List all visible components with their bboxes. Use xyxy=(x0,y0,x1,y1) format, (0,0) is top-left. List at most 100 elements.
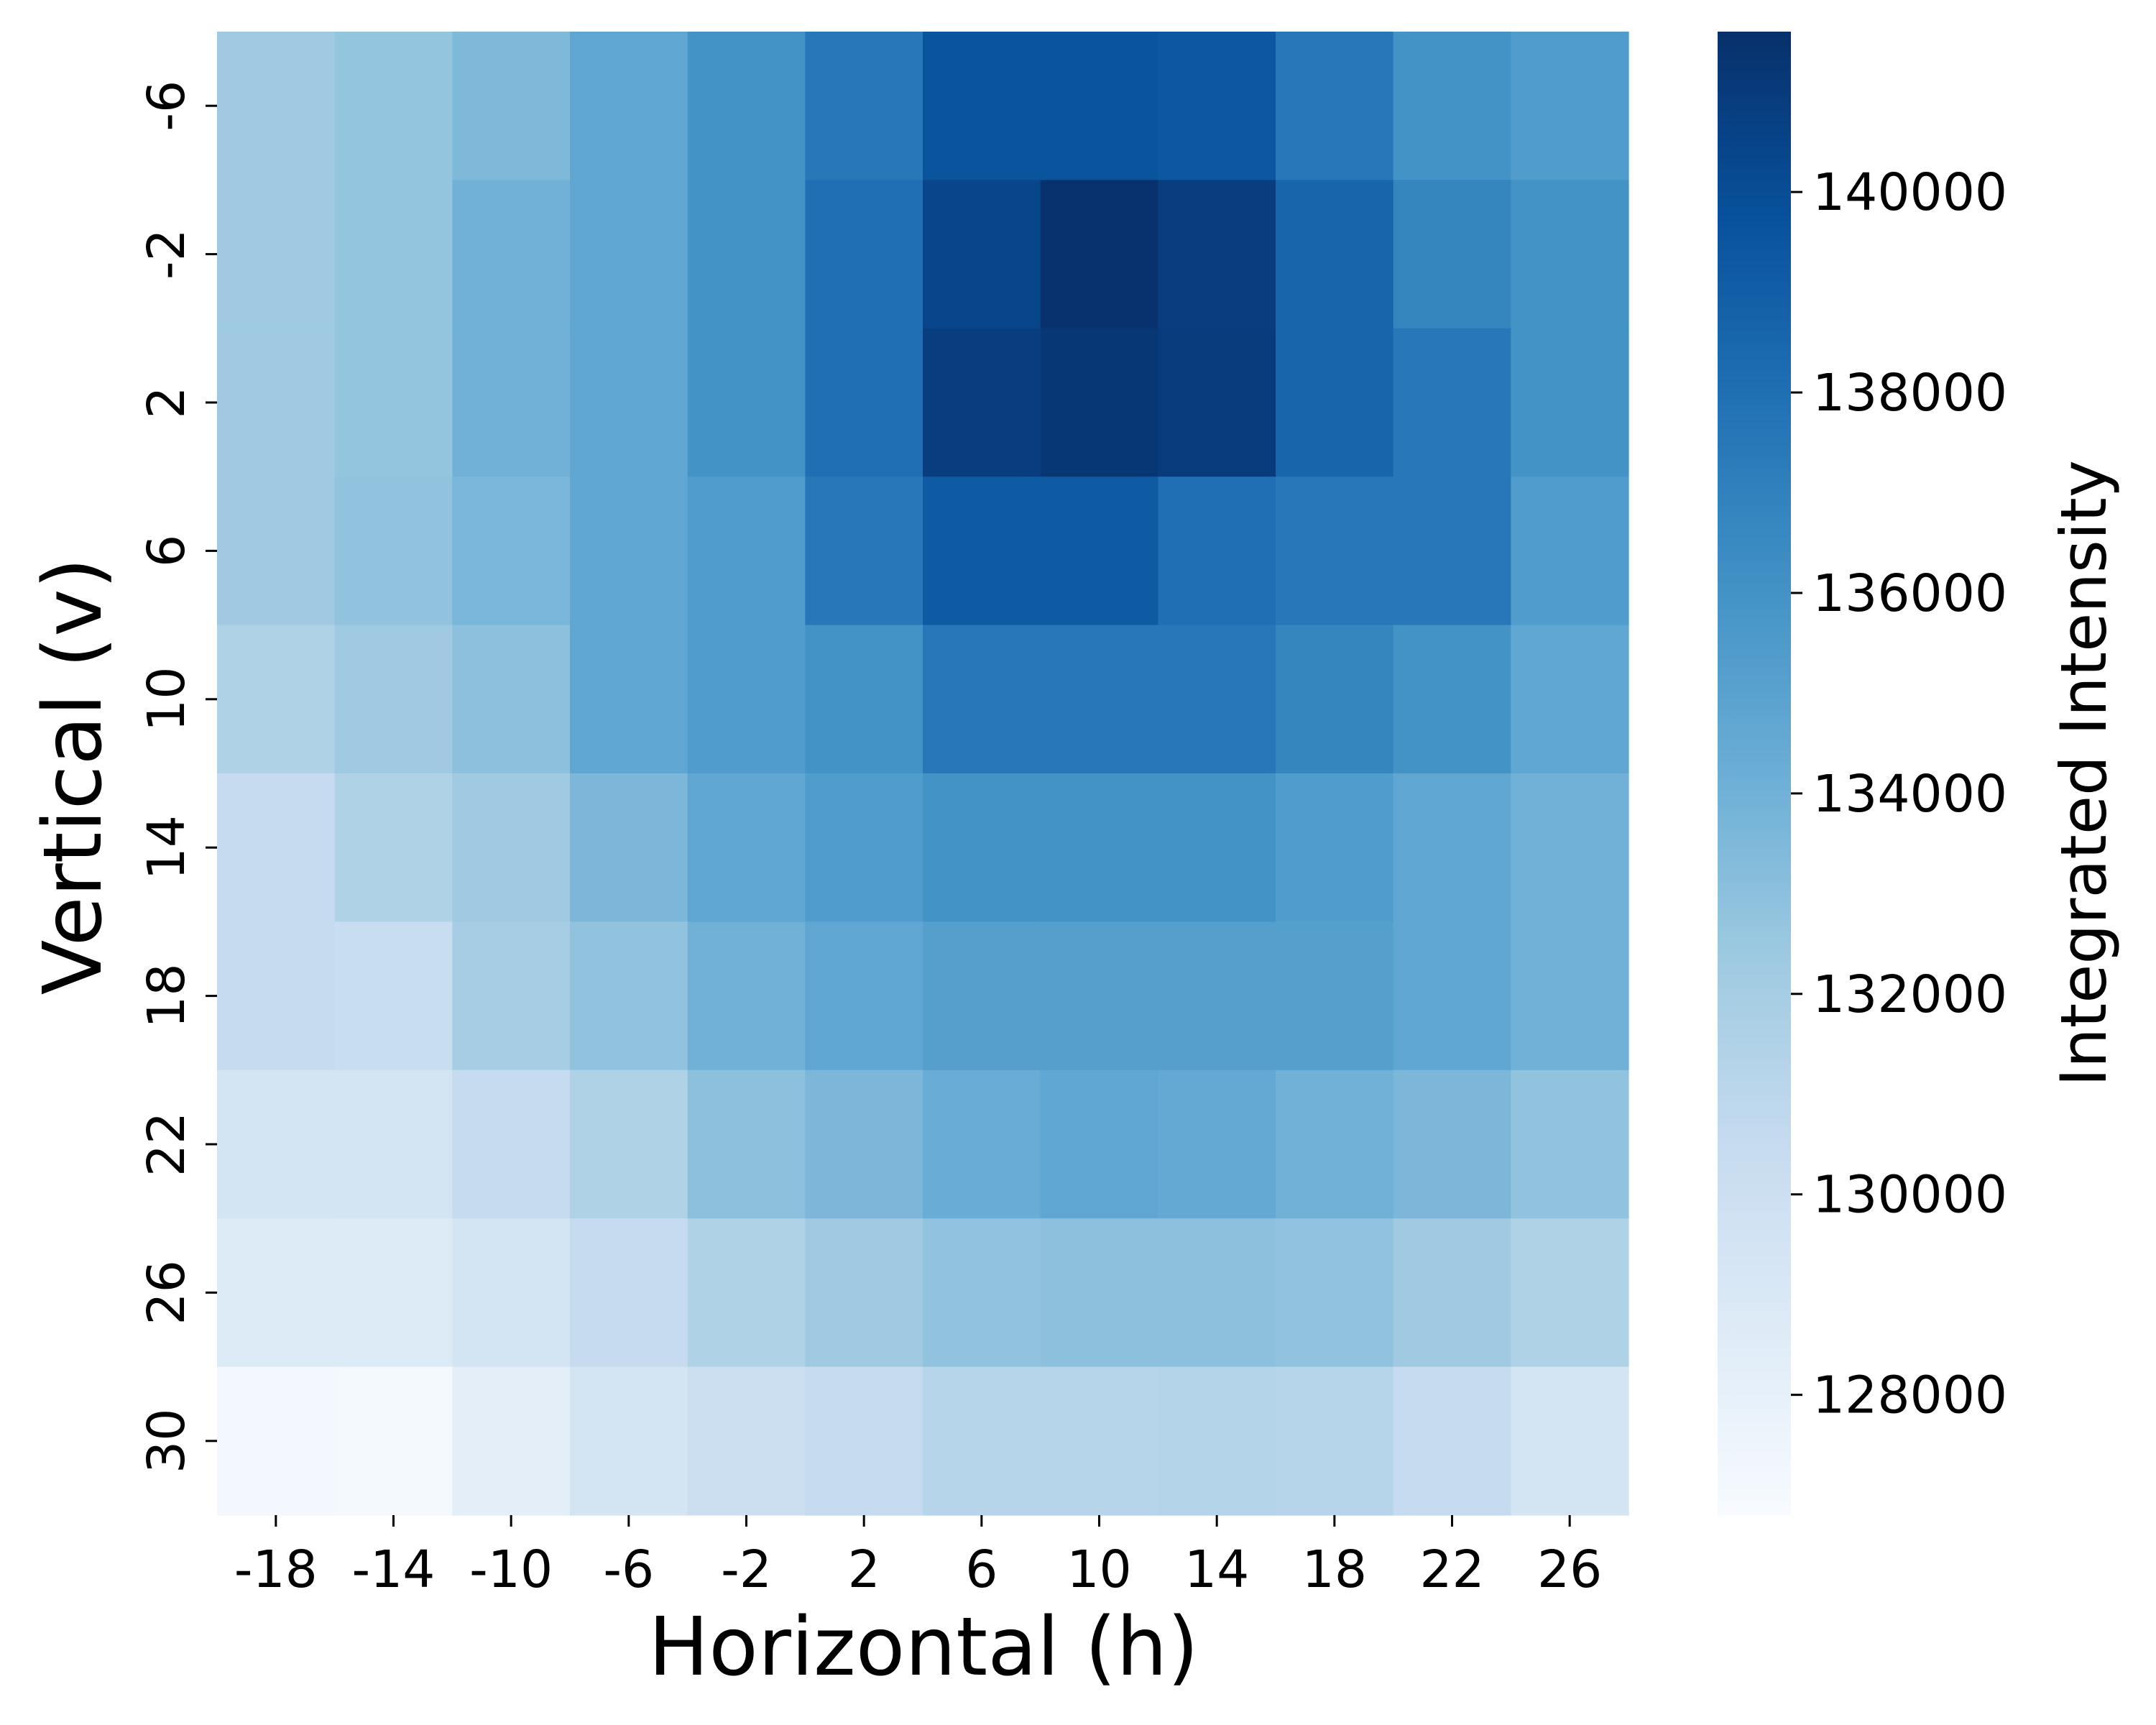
heatmap-cell xyxy=(687,477,806,626)
colorbar xyxy=(1718,32,1791,1515)
heatmap-cell xyxy=(1276,180,1394,329)
heatmap-cell xyxy=(1276,625,1394,774)
y-tick-label: 22 xyxy=(137,1112,196,1177)
heatmap-cell xyxy=(1040,328,1158,477)
heatmap-cell xyxy=(1040,1218,1158,1368)
heatmap-cell xyxy=(1040,477,1158,626)
heatmap-cell xyxy=(1393,1366,1511,1516)
y-tick-label: -6 xyxy=(137,80,196,132)
y-tick-label: 18 xyxy=(137,963,196,1028)
colorbar-tick-label: 138000 xyxy=(1812,363,2007,423)
x-tick-label: 2 xyxy=(848,1540,880,1599)
heatmap-cell xyxy=(1276,1070,1394,1219)
heatmap-cell xyxy=(334,625,453,774)
x-tick-label: -10 xyxy=(469,1540,553,1599)
heatmap-cell xyxy=(923,921,1041,1071)
x-tick-label: -2 xyxy=(721,1540,772,1599)
heatmap-cell xyxy=(570,773,688,922)
heatmap-cell xyxy=(805,1070,923,1219)
heatmap-cell xyxy=(1158,1070,1276,1219)
y-tick-label: 26 xyxy=(137,1260,196,1325)
x-tick-label: -14 xyxy=(352,1540,436,1599)
heatmap-cell xyxy=(217,477,336,626)
heatmap-cell xyxy=(923,328,1041,477)
heatmap-cell xyxy=(217,32,336,180)
y-tick-label: 30 xyxy=(137,1409,196,1473)
heatmap-cell xyxy=(217,180,336,329)
heatmap-cell xyxy=(452,477,571,626)
heatmap-cell xyxy=(687,625,806,774)
heatmap-cell xyxy=(1158,1366,1276,1516)
heatmap-cell xyxy=(923,625,1041,774)
heatmap-cell xyxy=(452,1366,571,1516)
heatmap-cell xyxy=(334,921,453,1071)
x-tick-label: 22 xyxy=(1419,1540,1484,1599)
heatmap-cell xyxy=(1158,1218,1276,1368)
heatmap-cells xyxy=(217,32,1629,1516)
y-tick-label: 14 xyxy=(137,815,196,880)
x-axis-title: Horizontal (h) xyxy=(648,1601,1199,1694)
heatmap-cell xyxy=(217,921,336,1071)
heatmap-cell xyxy=(334,328,453,477)
y-tick-label: 6 xyxy=(137,535,196,567)
heatmap-cell xyxy=(923,773,1041,922)
heatmap-cell xyxy=(1276,1366,1394,1516)
heatmap-cell xyxy=(1158,921,1276,1071)
heatmap-cell xyxy=(217,1218,336,1368)
heatmap-cell xyxy=(334,32,453,180)
colorbar-tick-label: 130000 xyxy=(1812,1165,2007,1225)
heatmap-cell xyxy=(687,1366,806,1516)
heatmap-cell xyxy=(217,773,336,922)
heatmap-cell xyxy=(1158,477,1276,626)
heatmap-cell xyxy=(805,921,923,1071)
heatmap-cell xyxy=(1276,477,1394,626)
heatmap-cell xyxy=(1393,1070,1511,1219)
heatmap-cell xyxy=(334,773,453,922)
heatmap-cell xyxy=(452,1070,571,1219)
heatmap-cell xyxy=(687,921,806,1071)
colorbar-tick-label: 140000 xyxy=(1812,162,2007,222)
heatmap-cell xyxy=(1393,477,1511,626)
heatmap-cell xyxy=(452,180,571,329)
heatmap-cell xyxy=(1393,773,1511,922)
heatmap-cell xyxy=(570,1218,688,1368)
heatmap-cell xyxy=(1158,32,1276,180)
heatmap-cell xyxy=(1393,625,1511,774)
heatmap-cell xyxy=(1040,773,1158,922)
heatmap-cell xyxy=(1158,180,1276,329)
x-axis: -18 -14 -10 -6 -2 2 6 10 14 18 22 26 xyxy=(234,1515,1602,1599)
heatmap-cell xyxy=(805,1218,923,1368)
colorbar-tick-label: 132000 xyxy=(1812,965,2007,1024)
heatmap-cell xyxy=(334,1218,453,1368)
heatmap-cell xyxy=(452,773,571,922)
x-tick-label: 10 xyxy=(1067,1540,1131,1599)
heatmap-cell xyxy=(217,1366,336,1516)
heatmap-cell xyxy=(1040,32,1158,180)
colorbar-tick-label: 134000 xyxy=(1812,764,2007,824)
heatmap-cell xyxy=(452,625,571,774)
x-tick-label: 18 xyxy=(1302,1540,1367,1599)
heatmap-cell xyxy=(805,328,923,477)
heatmap-cell xyxy=(1040,1070,1158,1219)
y-tick-label: 10 xyxy=(137,667,196,732)
colorbar-title: Integrated Intensity xyxy=(2047,460,2121,1087)
heatmap-cell xyxy=(570,328,688,477)
heatmap-cell xyxy=(1511,1218,1629,1368)
heatmap-cell xyxy=(334,180,453,329)
heatmap-cell xyxy=(1158,773,1276,922)
heatmap-cell xyxy=(1276,328,1394,477)
heatmap-cell xyxy=(687,773,806,922)
heatmap-cell xyxy=(1393,921,1511,1071)
heatmap-cell xyxy=(570,477,688,626)
heatmap-cell xyxy=(570,625,688,774)
heatmap-cell xyxy=(923,32,1041,180)
heatmap-cell xyxy=(805,32,923,180)
heatmap-cell xyxy=(1040,180,1158,329)
heatmap-cell xyxy=(570,921,688,1071)
heatmap-cell xyxy=(1158,625,1276,774)
heatmap-cell xyxy=(805,1366,923,1516)
x-tick-label: -6 xyxy=(603,1540,654,1599)
x-tick-label: 14 xyxy=(1184,1540,1249,1599)
heatmap-cell xyxy=(1511,477,1629,626)
